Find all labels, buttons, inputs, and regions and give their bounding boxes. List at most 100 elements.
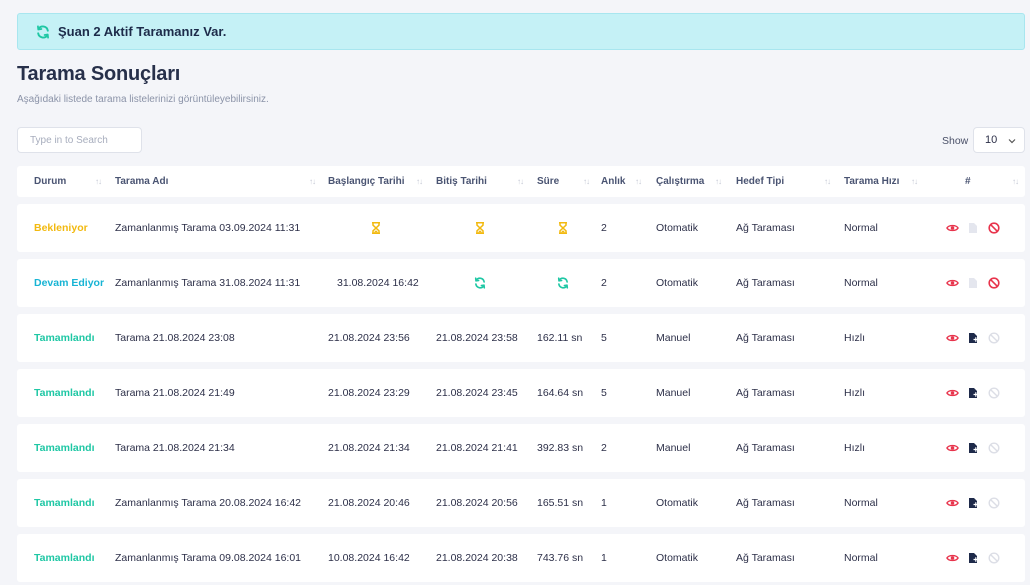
- calistirma-value: Manuel: [656, 442, 691, 454]
- anlik-value: 5: [601, 332, 607, 344]
- table-row: Tamamlandı Tarama 21.08.2024 21:49 21.08…: [17, 369, 1025, 417]
- status-badge: Bekleniyor: [34, 222, 88, 234]
- hedef-tipi-value: Ağ Taraması: [736, 222, 795, 234]
- header-tarama-hizi[interactable]: Tarama Hızı: [844, 176, 900, 187]
- table-row: Tamamlandı Zamanlanmış Tarama 09.08.2024…: [17, 534, 1025, 582]
- hedef-tipi-value: Ağ Taraması: [736, 552, 795, 564]
- report-icon[interactable]: [968, 552, 978, 564]
- eye-icon[interactable]: [946, 222, 959, 234]
- sort-icon[interactable]: ↑↓: [911, 177, 918, 186]
- eye-icon[interactable]: [946, 387, 959, 399]
- header-sure[interactable]: Süre: [537, 176, 560, 187]
- tarama-hizi-value: Normal: [844, 497, 878, 509]
- start-date: 31.08.2024 16:42: [337, 277, 419, 289]
- anlik-value: 1: [601, 552, 607, 564]
- status-badge: Devam Ediyor: [34, 277, 105, 289]
- report-icon[interactable]: [968, 497, 978, 509]
- start-date: 21.08.2024 21:34: [328, 442, 410, 454]
- cancel-icon: [988, 332, 1000, 344]
- table-row: Devam Ediyor Zamanlanmış Tarama 31.08.20…: [17, 259, 1025, 307]
- eye-icon[interactable]: [946, 277, 959, 289]
- header-actions: #: [965, 176, 971, 187]
- scan-name: Tarama 21.08.2024 23:08: [115, 332, 235, 344]
- cancel-icon[interactable]: [988, 222, 1000, 234]
- hedef-tipi-value: Ağ Taraması: [736, 387, 795, 399]
- scan-name: Zamanlanmış Tarama 31.08.2024 11:31: [115, 277, 301, 289]
- eye-icon[interactable]: [946, 332, 959, 344]
- table-header: Durum ↑↓ Tarama Adı ↑↓ Başlangıç Tarihi …: [17, 166, 1025, 197]
- search-input[interactable]: [17, 127, 142, 153]
- status-badge: Tamamlandı: [34, 442, 95, 454]
- active-scans-alert: Şuan 2 Aktif Taramanız Var.: [17, 13, 1025, 50]
- hedef-tipi-value: Ağ Taraması: [736, 442, 795, 454]
- tarama-hizi-value: Normal: [844, 222, 878, 234]
- page-size-value: 10: [985, 134, 998, 146]
- chevron-down-icon: [1008, 139, 1016, 144]
- header-hedef-tipi[interactable]: Hedef Tipi: [736, 176, 785, 187]
- report-icon[interactable]: [968, 332, 978, 344]
- hedef-tipi-value: Ağ Taraması: [736, 277, 795, 289]
- table-row: Tamamlandı Zamanlanmış Tarama 20.08.2024…: [17, 479, 1025, 527]
- sort-icon[interactable]: ↑↓: [517, 177, 524, 186]
- anlik-value: 1: [601, 497, 607, 509]
- refresh-icon: [37, 24, 49, 39]
- show-label: Show: [942, 135, 969, 147]
- status-badge: Tamamlandı: [34, 552, 95, 564]
- duration: 743.76 sn: [537, 552, 584, 564]
- start-date: 21.08.2024 20:46: [328, 497, 410, 509]
- end-date: 21.08.2024 23:58: [436, 332, 518, 344]
- hourglass-icon: [475, 204, 485, 252]
- calistirma-value: Otomatik: [656, 222, 699, 234]
- report-icon[interactable]: [968, 442, 978, 454]
- report-icon[interactable]: [968, 387, 978, 399]
- table-row: Tamamlandı Tarama 21.08.2024 21:34 21.08…: [17, 424, 1025, 472]
- eye-icon[interactable]: [946, 552, 959, 564]
- tarama-hizi-value: Normal: [844, 277, 878, 289]
- cancel-icon[interactable]: [988, 277, 1000, 289]
- header-baslangic[interactable]: Başlangıç Tarihi: [328, 176, 405, 187]
- calistirma-value: Manuel: [656, 332, 691, 344]
- page-size-select[interactable]: 10: [973, 127, 1025, 153]
- refresh-icon: [557, 259, 569, 307]
- cancel-icon: [988, 387, 1000, 399]
- end-date: 21.08.2024 20:56: [436, 497, 518, 509]
- hourglass-icon: [558, 204, 568, 252]
- scan-name: Zamanlanmış Tarama 03.09.2024 11:31: [115, 222, 301, 234]
- hedef-tipi-value: Ağ Taraması: [736, 332, 795, 344]
- start-date: 21.08.2024 23:56: [328, 332, 410, 344]
- header-durum[interactable]: Durum: [34, 176, 67, 187]
- tarama-hizi-value: Normal: [844, 552, 878, 564]
- sort-icon[interactable]: ↑↓: [583, 177, 590, 186]
- calistirma-value: Manuel: [656, 387, 691, 399]
- status-badge: Tamamlandı: [34, 332, 95, 344]
- refresh-icon: [474, 259, 486, 307]
- scan-name: Tarama 21.08.2024 21:34: [115, 442, 235, 454]
- eye-icon[interactable]: [946, 442, 959, 454]
- tarama-hizi-value: Hızlı: [844, 442, 865, 454]
- hourglass-icon: [371, 204, 381, 252]
- eye-icon[interactable]: [946, 497, 959, 509]
- status-badge: Tamamlandı: [34, 497, 95, 509]
- scan-name: Tarama 21.08.2024 21:49: [115, 387, 235, 399]
- tarama-hizi-value: Hızlı: [844, 332, 865, 344]
- duration: 165.51 sn: [537, 497, 584, 509]
- calistirma-value: Otomatik: [656, 497, 699, 509]
- sort-icon[interactable]: ↑↓: [1012, 177, 1019, 186]
- sort-icon[interactable]: ↑↓: [715, 177, 722, 186]
- sort-icon[interactable]: ↑↓: [824, 177, 831, 186]
- end-date: 21.08.2024 21:41: [436, 442, 518, 454]
- sort-icon[interactable]: ↑↓: [309, 177, 316, 186]
- header-anlik[interactable]: Anlık: [601, 176, 626, 187]
- sort-icon[interactable]: ↑↓: [95, 177, 102, 186]
- end-date: 21.08.2024 23:45: [436, 387, 518, 399]
- scan-name: Zamanlanmış Tarama 20.08.2024 16:42: [115, 497, 302, 509]
- header-tarama-adi[interactable]: Tarama Adı: [115, 176, 169, 187]
- header-calistirma[interactable]: Çalıştırma: [656, 176, 705, 187]
- sort-icon[interactable]: ↑↓: [635, 177, 642, 186]
- end-date: 21.08.2024 20:38: [436, 552, 518, 564]
- start-date: 10.08.2024 16:42: [328, 552, 410, 564]
- table-row: Tamamlandı Tarama 21.08.2024 23:08 21.08…: [17, 314, 1025, 362]
- anlik-value: 2: [601, 442, 607, 454]
- sort-icon[interactable]: ↑↓: [416, 177, 423, 186]
- header-bitis[interactable]: Bitiş Tarihi: [436, 176, 487, 187]
